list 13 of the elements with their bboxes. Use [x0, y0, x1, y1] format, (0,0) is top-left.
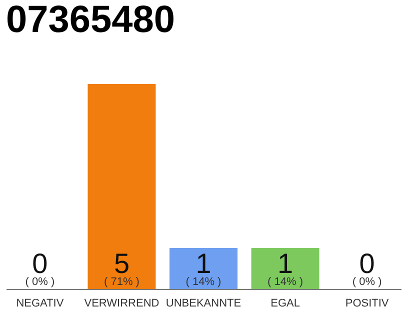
x-tick-label: EGAL	[270, 298, 300, 310]
x-tick-label: POSITIV	[345, 298, 390, 310]
x-tick-label: UNBEKANNTE	[166, 298, 242, 310]
annotation: ( 14% )	[268, 276, 304, 288]
x-tick-label: VERWIRREND	[84, 298, 160, 310]
annotation: ( 0% )	[352, 276, 382, 288]
annotation: ( 71% )	[104, 276, 140, 288]
x-tick-label: NEGATIV	[16, 298, 64, 310]
chart-title: 07365480	[6, 0, 176, 41]
data-label: 1	[277, 248, 294, 279]
data-label: 5	[114, 248, 130, 279]
annotation: ( 14% )	[186, 276, 222, 288]
annotation: ( 0% )	[25, 276, 55, 288]
